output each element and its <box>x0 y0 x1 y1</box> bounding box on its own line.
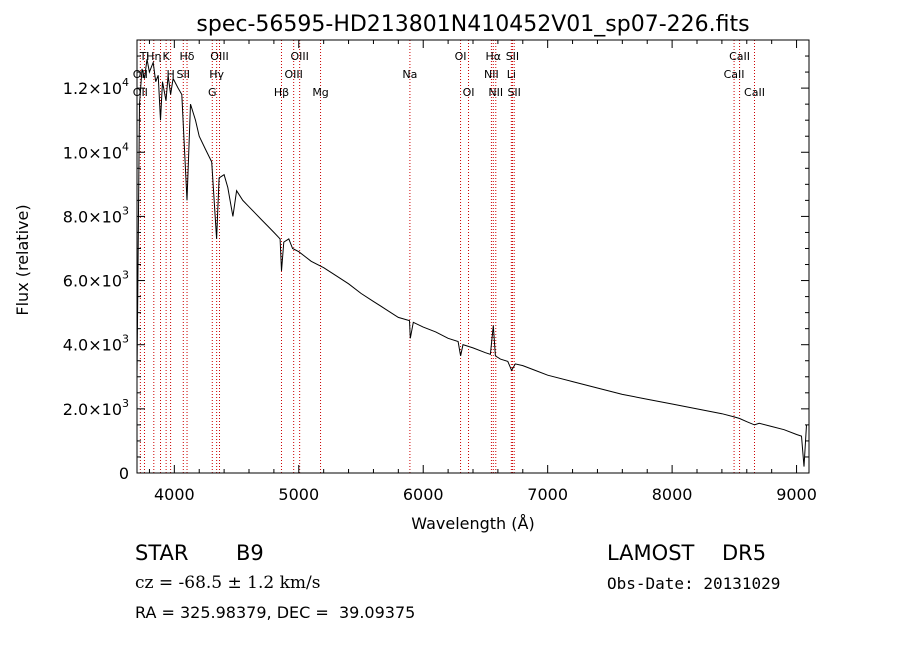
x-tick-label: 9000 <box>776 485 817 504</box>
line-label: CaII <box>744 86 765 99</box>
y-axis-label: Flux (relative) <box>13 204 32 315</box>
y-tick-label: 1.2×104 <box>63 76 129 98</box>
line-label: H <box>166 68 174 81</box>
x-axis-label: Wavelength (Å) <box>411 514 534 533</box>
line-label: G <box>208 86 217 99</box>
line-label: CaII <box>729 50 750 63</box>
data-release: DR5 <box>722 541 767 565</box>
line-label: Ti <box>139 50 149 63</box>
line-label: Hγ <box>209 68 224 81</box>
observation-date: Obs-Date: 20131029 <box>607 574 781 593</box>
x-tick-label: 4000 <box>154 485 195 504</box>
plot-frame <box>136 39 810 474</box>
line-label: OIII <box>284 68 302 81</box>
line-label: SII <box>507 86 520 99</box>
object-subclass: B9 <box>236 541 264 565</box>
x-tick-label: 8000 <box>652 485 693 504</box>
line-label: K <box>163 50 171 63</box>
line-label: SII <box>177 68 190 81</box>
line-label: Hα <box>486 50 502 63</box>
coordinates-text: RA = 325.98379, DEC = 39.09375 <box>135 603 416 622</box>
x-tick-label: 6000 <box>403 485 444 504</box>
y-tick-label: 0 <box>119 464 129 483</box>
x-tick-label: 7000 <box>527 485 568 504</box>
line-label: Hη <box>146 50 161 63</box>
chart-title: spec-56595-HD213801N410452V01_sp07-226.f… <box>196 12 749 37</box>
line-label: SII <box>506 50 519 63</box>
y-tick-label: 2.0×103 <box>63 397 129 419</box>
x-tick-labels: 4000 5000 6000 7000 8000 9000 <box>154 485 817 504</box>
axis-ticks <box>137 40 809 474</box>
line-label: Li <box>507 68 516 81</box>
redshift-text: cz = -68.5 ± 1.2 km/s <box>135 573 321 593</box>
x-tick-label: 5000 <box>278 485 319 504</box>
line-label: OI <box>463 86 475 99</box>
y-tick-label: 1.0×104 <box>63 140 129 162</box>
line-label: Hβ <box>274 86 289 99</box>
y-tick-label: 4.0×103 <box>63 333 129 355</box>
line-label: OIII <box>290 50 308 63</box>
line-label: Na <box>402 68 417 81</box>
line-label: OIII <box>210 50 228 63</box>
object-class: STAR <box>135 541 189 565</box>
line-label: NII <box>488 86 503 99</box>
spectrum-line <box>136 59 807 467</box>
y-tick-label: 6.0×103 <box>63 269 129 291</box>
line-label: Mg <box>312 86 328 99</box>
line-label: NII <box>484 68 499 81</box>
line-markers <box>139 40 755 473</box>
line-label: OII <box>133 86 148 99</box>
line-label: CaII <box>724 68 745 81</box>
y-tick-label: 8.0×103 <box>63 204 129 226</box>
y-tick-labels: 0 2.0×103 4.0×103 6.0×103 8.0×103 1.0×104 1.2×… <box>63 76 129 483</box>
line-label: Hδ <box>180 50 195 63</box>
line-label: OI <box>455 50 467 63</box>
survey-name: LAMOST <box>607 541 695 565</box>
line-label: OII <box>133 68 148 81</box>
